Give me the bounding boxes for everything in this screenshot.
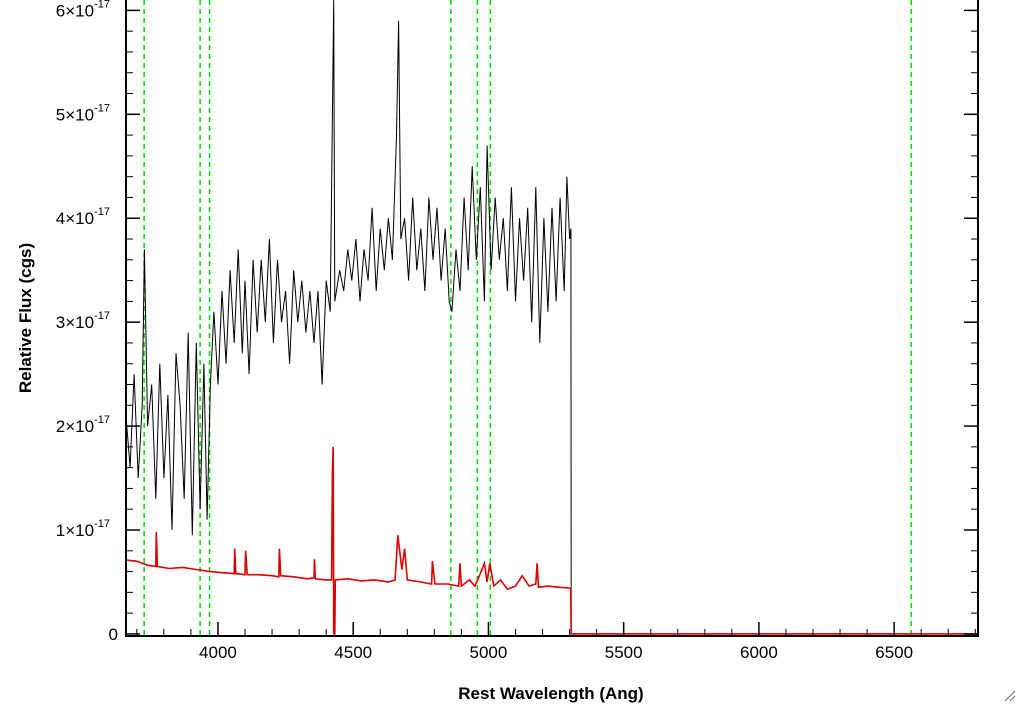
y-tick-label: 2×10-17 [56, 414, 110, 436]
y-axis-title: Relative Flux (cgs) [16, 243, 35, 393]
x-tick-label: 4500 [334, 643, 372, 662]
x-axis-title: Rest Wavelength (Ang) [458, 684, 643, 703]
resize-grip-icon[interactable] [1002, 688, 1016, 702]
series-line [126, 446, 978, 635]
series-line [126, 0, 978, 635]
x-tick-label: 6000 [740, 643, 778, 662]
flux-series [126, 0, 978, 635]
emission-line-markers [143, 0, 912, 636]
x-tick-label: 5500 [605, 643, 643, 662]
y-axis-ticks: 0 1×10-17 2×10-17 3×10-17 4×10-17 5×10-17 6×10… [56, 0, 978, 644]
plot-frame [125, 0, 979, 637]
y-tick-label: 4×10-17 [56, 206, 110, 228]
y-tick-label: 5×10-17 [56, 102, 110, 124]
y-tick-label: 1×10-17 [56, 518, 110, 540]
x-axis-ticks: 4000 4500 5000 5500 6000 6500 [136, 622, 976, 662]
x-tick-label: 4000 [199, 643, 237, 662]
x-tick-label: 5000 [470, 643, 508, 662]
y-tick-label: 3×10-17 [56, 310, 110, 332]
y-tick-label: 6×10-17 [56, 0, 110, 20]
y-tick-label: 0 [109, 625, 118, 644]
x-tick-label: 6500 [875, 643, 913, 662]
